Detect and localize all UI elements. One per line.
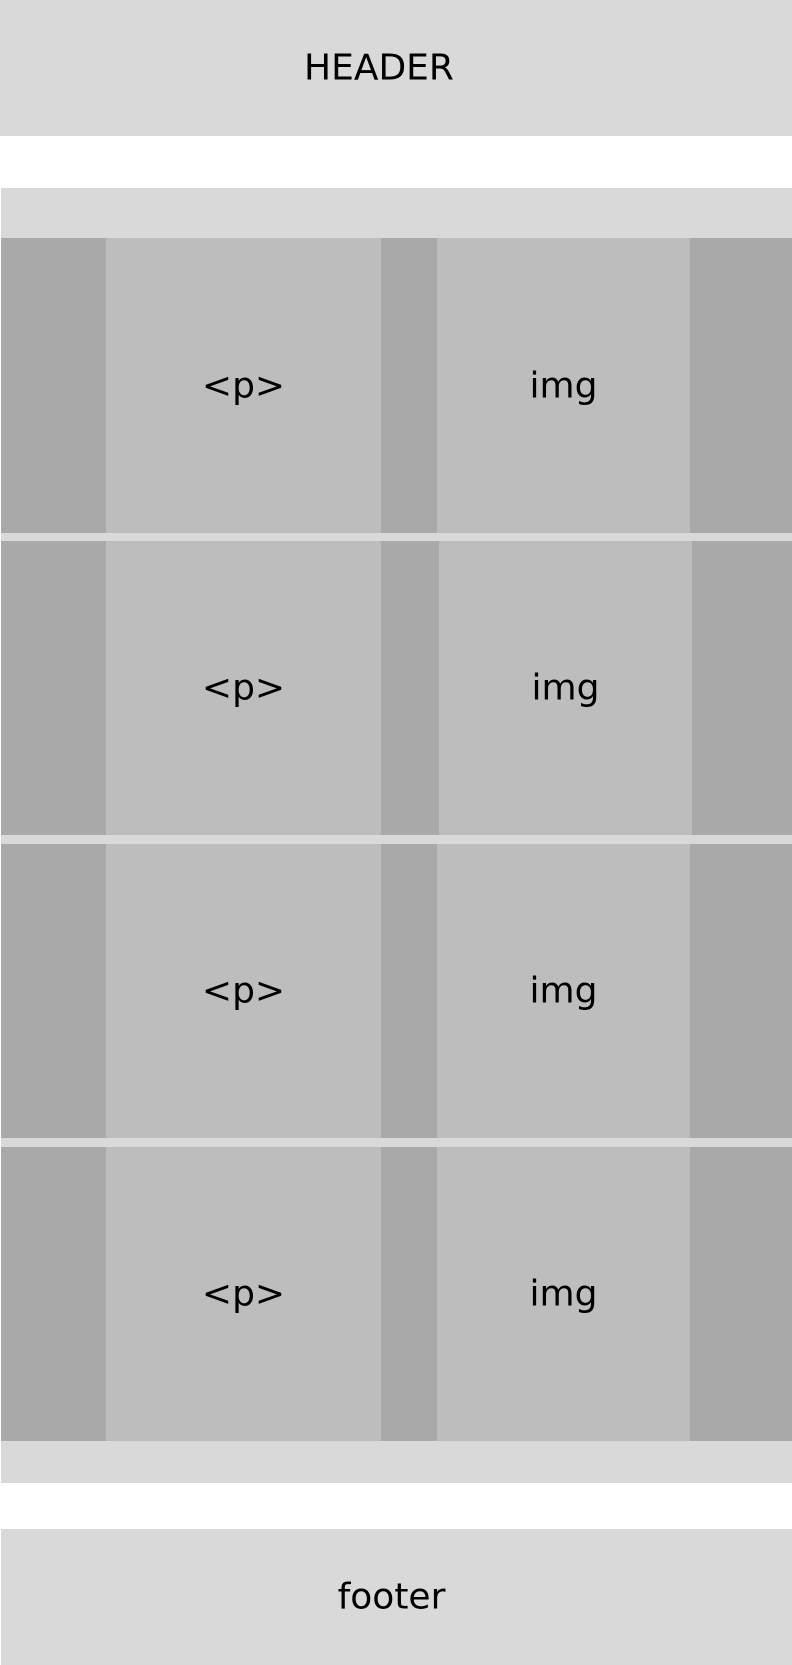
- image-block: img: [437, 238, 690, 533]
- text-block: <p>: [106, 1147, 381, 1441]
- image-block: img: [437, 844, 690, 1138]
- header-label: HEADER: [304, 47, 454, 89]
- footer-label: footer: [337, 1576, 446, 1618]
- main-section: <p> img <p> img <p> img <p> img: [1, 188, 792, 1483]
- text-block: <p>: [106, 541, 381, 835]
- footer-block: footer: [1, 1529, 792, 1665]
- text-block-label: <p>: [201, 1273, 286, 1315]
- image-block-label: img: [529, 970, 598, 1012]
- image-block: img: [439, 541, 692, 835]
- header-block: HEADER: [0, 0, 792, 136]
- content-row: <p> img: [1, 541, 792, 835]
- image-block: img: [437, 1147, 690, 1441]
- text-block-label: <p>: [201, 970, 286, 1012]
- content-row: <p> img: [1, 844, 792, 1138]
- image-block-label: img: [529, 1273, 598, 1315]
- text-block-label: <p>: [201, 365, 286, 406]
- text-block: <p>: [106, 844, 381, 1138]
- image-block-label: img: [529, 365, 598, 406]
- content-row: <p> img: [1, 1147, 792, 1441]
- content-row: <p> img: [1, 238, 792, 533]
- text-block-label: <p>: [201, 667, 286, 709]
- image-block-label: img: [531, 667, 600, 709]
- text-block: <p>: [106, 238, 381, 533]
